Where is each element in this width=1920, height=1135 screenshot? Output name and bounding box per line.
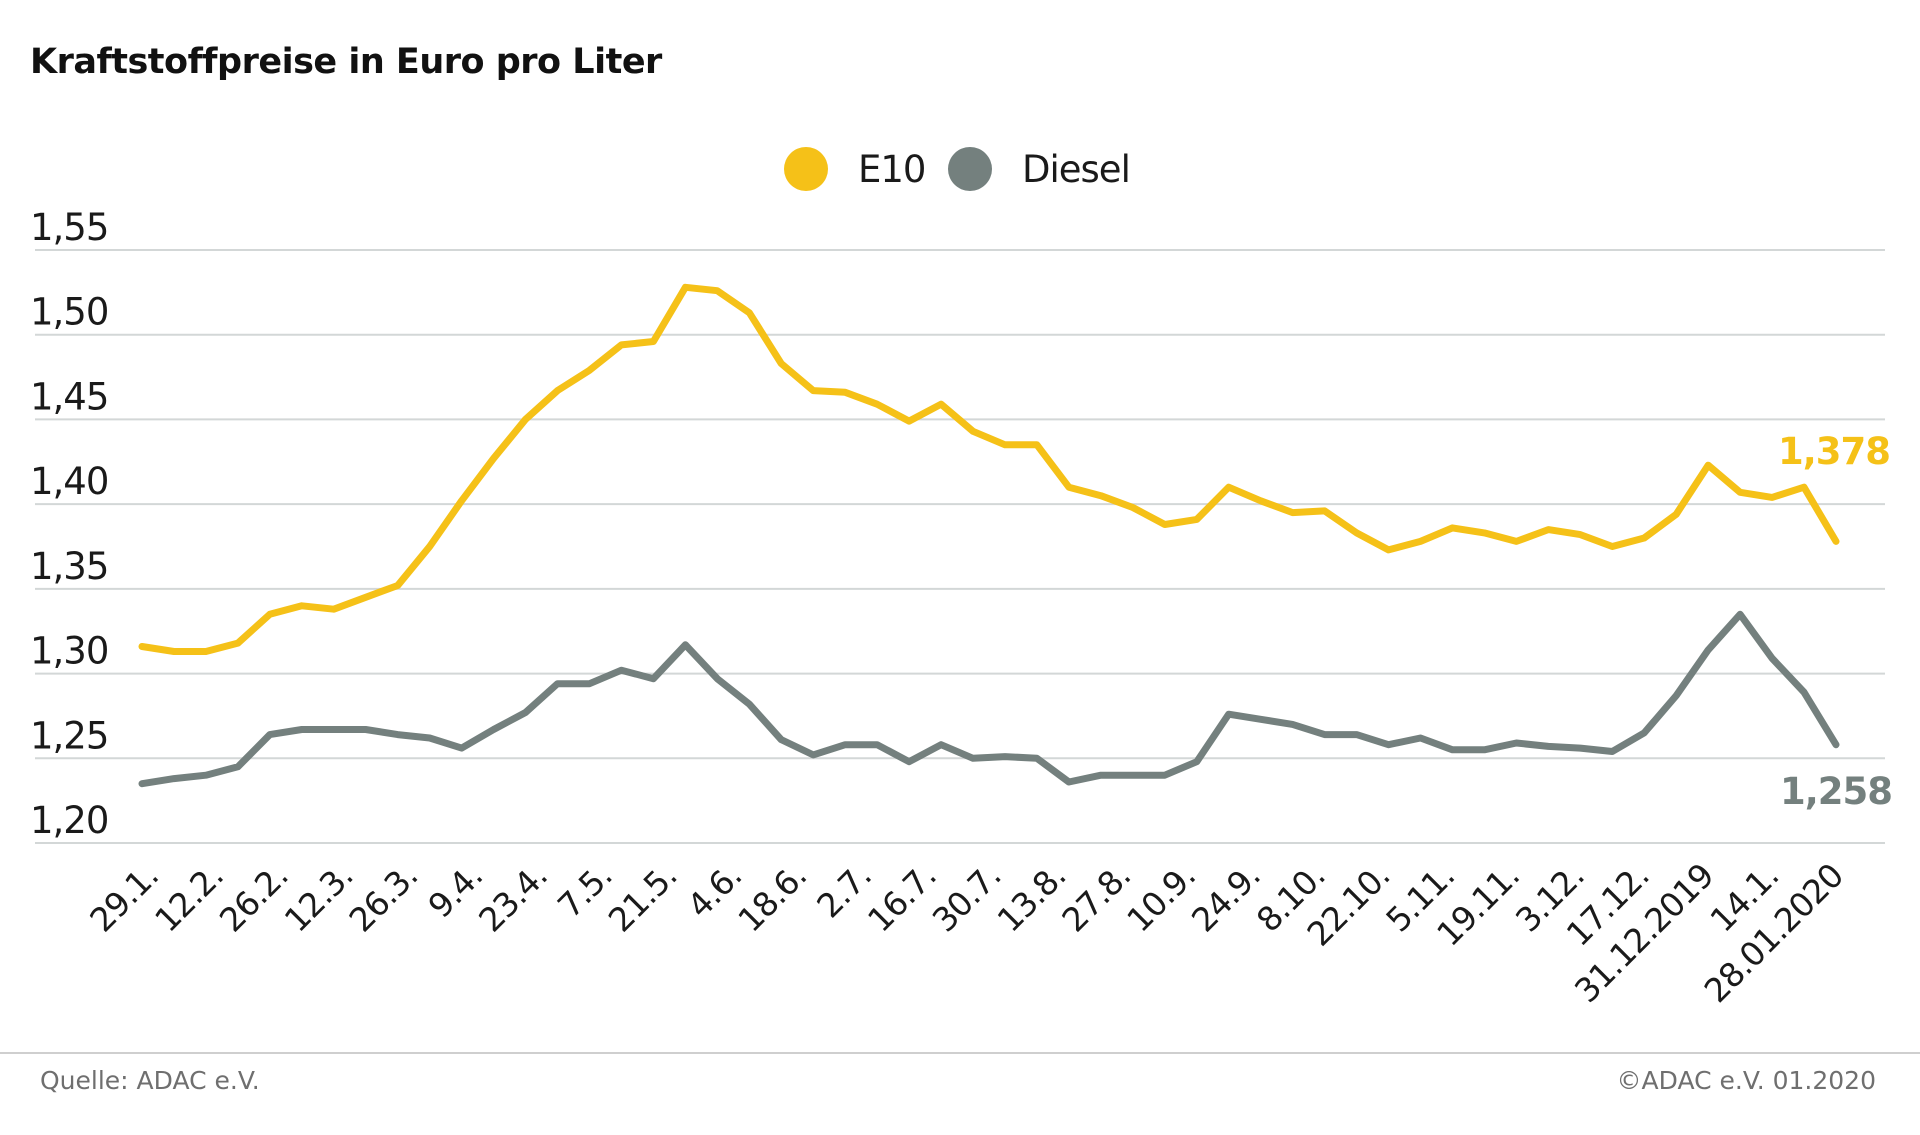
x-axis-ticks: 29.1.12.2.26.2.12.3.26.3.9.4.23.4.7.5.21… (82, 856, 1850, 1010)
y-tick-label: 1,30 (30, 630, 108, 673)
x-tick-label: 12.3. (277, 856, 360, 939)
x-tick-label: 13.8. (990, 856, 1073, 939)
diesel-legend-marker (948, 147, 992, 191)
x-tick-label: 21.5. (601, 856, 684, 939)
x-tick-label: 24.9. (1184, 856, 1267, 939)
x-tick-label: 27.8. (1054, 856, 1137, 939)
e10-legend-label: E10 (858, 148, 925, 191)
e10-end-label: 1,378 (1778, 430, 1890, 473)
e10-legend-marker (784, 147, 828, 191)
series-lines (138, 283, 1840, 788)
line-chart: 1,551,501,451,401,351,301,251,20 29.1.12… (30, 147, 1893, 1010)
y-axis-ticks: 1,55 1,50 1,45 1,40 1,35 1,30 1,25 1,20 (30, 206, 109, 842)
y-tick-label: 1,20 (30, 799, 108, 842)
y-tick-label: 1,50 (30, 291, 108, 334)
x-tick-label: 10.9. (1119, 856, 1202, 939)
x-tick-label: 26.2. (212, 856, 295, 939)
x-tick-label: 12.2. (147, 856, 230, 939)
diesel-legend-label: Diesel (1022, 148, 1130, 191)
end-labels: 1,378 1,258 (1778, 430, 1893, 813)
legend: E10 Diesel (784, 147, 1131, 191)
x-tick-label: 29.1. (82, 856, 165, 939)
chart-title: Kraftstoffpreise in Euro pro Liter (30, 42, 662, 82)
x-tick-label: 30.7. (925, 856, 1008, 939)
y-tick-label: 1,45 (30, 375, 108, 418)
e10-line (138, 283, 1840, 655)
diesel-end-label: 1,258 (1780, 770, 1892, 813)
footer-divider (0, 1052, 1920, 1054)
copyright-note: ©ADAC e.V. 01.2020 (1616, 1066, 1876, 1095)
diesel-line (138, 610, 1840, 788)
y-tick-label: 1,40 (30, 460, 108, 503)
y-tick-label: 1,25 (30, 714, 108, 757)
y-tick-label: 1,35 (30, 545, 108, 588)
source-note: Quelle: ADAC e.V. (40, 1066, 260, 1095)
x-tick-label: 18.6. (730, 856, 813, 939)
x-tick-label: 16.7. (860, 856, 943, 939)
y-tick-label: 1,55 (30, 206, 108, 249)
x-tick-label: 23.4. (471, 856, 554, 939)
x-tick-label: 26.3. (341, 856, 424, 939)
